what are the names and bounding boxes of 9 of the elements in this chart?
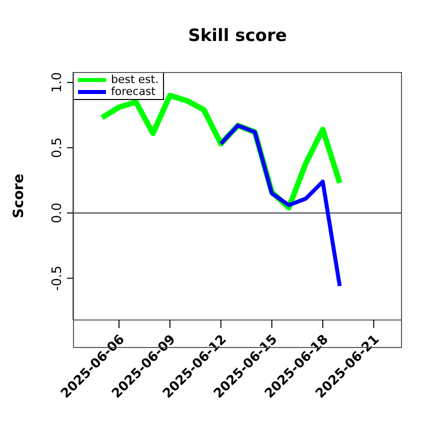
chart-title: Skill score	[187, 26, 288, 46]
y-tick-label: -0.5	[50, 266, 65, 291]
y-tick-label: 0.5	[50, 137, 65, 158]
line-series	[218, 124, 342, 288]
legend-label: best est.	[111, 73, 159, 86]
y-axis-title: Score	[10, 174, 27, 218]
y-tick-label: 1.0	[50, 72, 65, 93]
legend-label: forecast	[111, 85, 156, 98]
y-tick-label: 0.0	[50, 202, 65, 224]
